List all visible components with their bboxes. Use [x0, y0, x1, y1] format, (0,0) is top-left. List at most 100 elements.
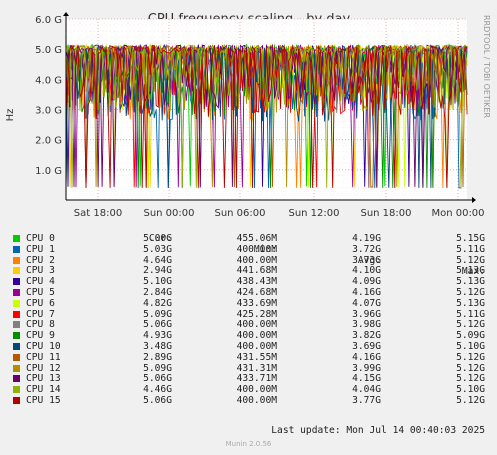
legend-avg: 4.04G [352, 384, 381, 396]
legend-row: CPU 3 2.94G 441.68M 4.10G 5.13G [0, 265, 497, 276]
legend-swatch [13, 353, 20, 361]
legend-name: CPU 4 [26, 276, 55, 288]
legend-swatch [13, 235, 20, 242]
legend-max: 5.12G [456, 254, 485, 266]
y-tick-label: 6.0 G [35, 15, 62, 26]
legend-cur: 5.10G [143, 276, 172, 288]
legend-min: 441.68M [236, 265, 277, 277]
last-update: Last update: Mon Jul 14 00:40:03 2025 [271, 425, 485, 436]
legend-cur: 5.03G [143, 243, 172, 255]
legend-swatch [13, 256, 20, 264]
legend-min: 438.43M [236, 276, 277, 288]
legend-cur: 5.06G [143, 395, 172, 406]
legend-cur: 5.09G [143, 362, 172, 374]
legend-name: CPU 8 [26, 319, 55, 331]
legend-max: 5.12G [456, 395, 485, 406]
legend-name: CPU 12 [26, 362, 61, 374]
legend-row: CPU 11 2.89G 431.55M 4.16G 5.12G [0, 352, 497, 363]
legend-swatch [13, 289, 20, 296]
legend-swatch [13, 397, 20, 404]
legend-min: 425.28M [236, 308, 277, 320]
legend-row: CPU 1 5.03G 400.00M 3.72G 5.11G [0, 244, 497, 255]
legend-row: CPU 0 5.00G 455.06M 4.19G 5.15G [0, 233, 497, 244]
legend-min: 400.00M [236, 243, 277, 255]
legend-avg: 4.09G [352, 276, 381, 288]
legend-swatch [13, 310, 20, 318]
legend-avg: 4.16G [352, 287, 381, 298]
legend-avg: 3.96G [352, 308, 381, 320]
legend-name: CPU 7 [26, 308, 55, 320]
x-axis-arrow-icon [472, 197, 476, 203]
legend-swatch [13, 245, 20, 253]
legend-row: CPU 12 5.09G 431.31M 3.99G 5.12G [0, 363, 497, 374]
legend-row: CPU 14 4.46G 400.00M 4.04G 5.10G [0, 384, 497, 395]
legend-name: CPU 13 [26, 373, 61, 385]
x-tick-label: Sun 00:00 [143, 208, 194, 219]
legend-name: CPU 9 [26, 330, 55, 342]
legend-swatch [13, 267, 20, 275]
legend-avg: 3.82G [352, 330, 381, 342]
legend-name: CPU 10 [26, 341, 61, 352]
x-tick-label: Sun 12:00 [288, 208, 339, 219]
col-max: Max: [461, 266, 485, 277]
legend-row: CPU 13 5.06G 433.71M 4.15G 5.12G [0, 373, 497, 384]
legend-min: 400.00M [236, 395, 277, 406]
legend-cur: 4.93G [143, 330, 172, 342]
y-tick-label: 3.0 G [35, 106, 62, 117]
legend-cur: 5.00G [143, 233, 172, 244]
y-axis-arrow-icon [63, 12, 69, 16]
legend-max: 5.11G [456, 243, 485, 255]
legend-name: CPU 0 [26, 233, 55, 244]
legend-cur: 5.09G [143, 308, 172, 320]
legend-cur: 4.64G [143, 254, 172, 266]
legend-swatch [13, 375, 20, 383]
legend-max: 5.09G [456, 330, 485, 342]
legend-max: 5.10G [456, 341, 485, 352]
legend-swatch [13, 332, 20, 340]
legend-cur: 2.84G [143, 287, 172, 298]
legend-min: 431.55M [236, 351, 277, 363]
legend-avg: 4.16G [352, 351, 381, 363]
legend-min: 455.06M [236, 233, 277, 244]
legend-swatch [13, 299, 20, 307]
legend-max: 5.12G [456, 287, 485, 298]
legend-row: CPU 10 3.48G 400.00M 3.69G 5.10G [0, 341, 497, 352]
legend-row: CPU 7 5.09G 425.28M 3.96G 5.11G [0, 309, 497, 320]
legend-avg: 3.69G [352, 341, 381, 352]
legend-avg: 4.07G [352, 297, 381, 309]
legend-row: CPU 15 5.06G 400.00M 3.77G 5.12G [0, 395, 497, 406]
legend-cur: 4.82G [143, 297, 172, 309]
legend-avg: 3.73G [352, 254, 381, 266]
legend-name: CPU 3 [26, 265, 55, 277]
rrdtool-credit: RRDTOOL / TOBI OETIKER [482, 15, 491, 118]
legend-max: 5.10G [456, 384, 485, 396]
legend-min: 431.31M [236, 362, 277, 374]
legend-row: CPU 5 2.84G 424.68M 4.16G 5.12G [0, 287, 497, 298]
legend-min: 400.00M [236, 330, 277, 342]
legend-max: 5.13G [456, 265, 485, 277]
legend-cur: 2.89G [143, 351, 172, 363]
legend-max: 5.13G [456, 297, 485, 309]
legend-max: 5.13G [456, 276, 485, 288]
legend-min: 400.00M [236, 341, 277, 352]
munin-version: Munin 2.0.56 [225, 440, 272, 448]
legend-name: CPU 6 [26, 297, 55, 309]
y-tick-label: 1.0 G [35, 166, 62, 177]
legend-max: 5.12G [456, 351, 485, 363]
legend-min: 400.00M [236, 384, 277, 396]
legend-avg: 3.99G [352, 362, 381, 374]
series-line-cpu-15 [65, 44, 468, 188]
legend-swatch [13, 278, 20, 286]
series-line-cpu-14 [65, 44, 468, 188]
legend-name: CPU 15 [26, 395, 61, 406]
legend-row: CPU 8 5.06G 400.00M 3.98G 5.12G [0, 319, 497, 330]
legend-max: 5.12G [456, 319, 485, 331]
legend-header: Cur: Min: Avg: Max: [0, 222, 497, 277]
legend-name: CPU 11 [26, 351, 61, 363]
legend-max: 5.15G [456, 233, 485, 244]
footer: Last update: Mon Jul 14 00:40:03 2025 [0, 425, 497, 437]
legend-cur: 3.48G [143, 341, 172, 352]
legend-row: CPU 6 4.82G 433.69M 4.07G 5.13G [0, 298, 497, 309]
y-axis-label: Hz [5, 109, 16, 122]
series-lines [65, 43, 468, 189]
